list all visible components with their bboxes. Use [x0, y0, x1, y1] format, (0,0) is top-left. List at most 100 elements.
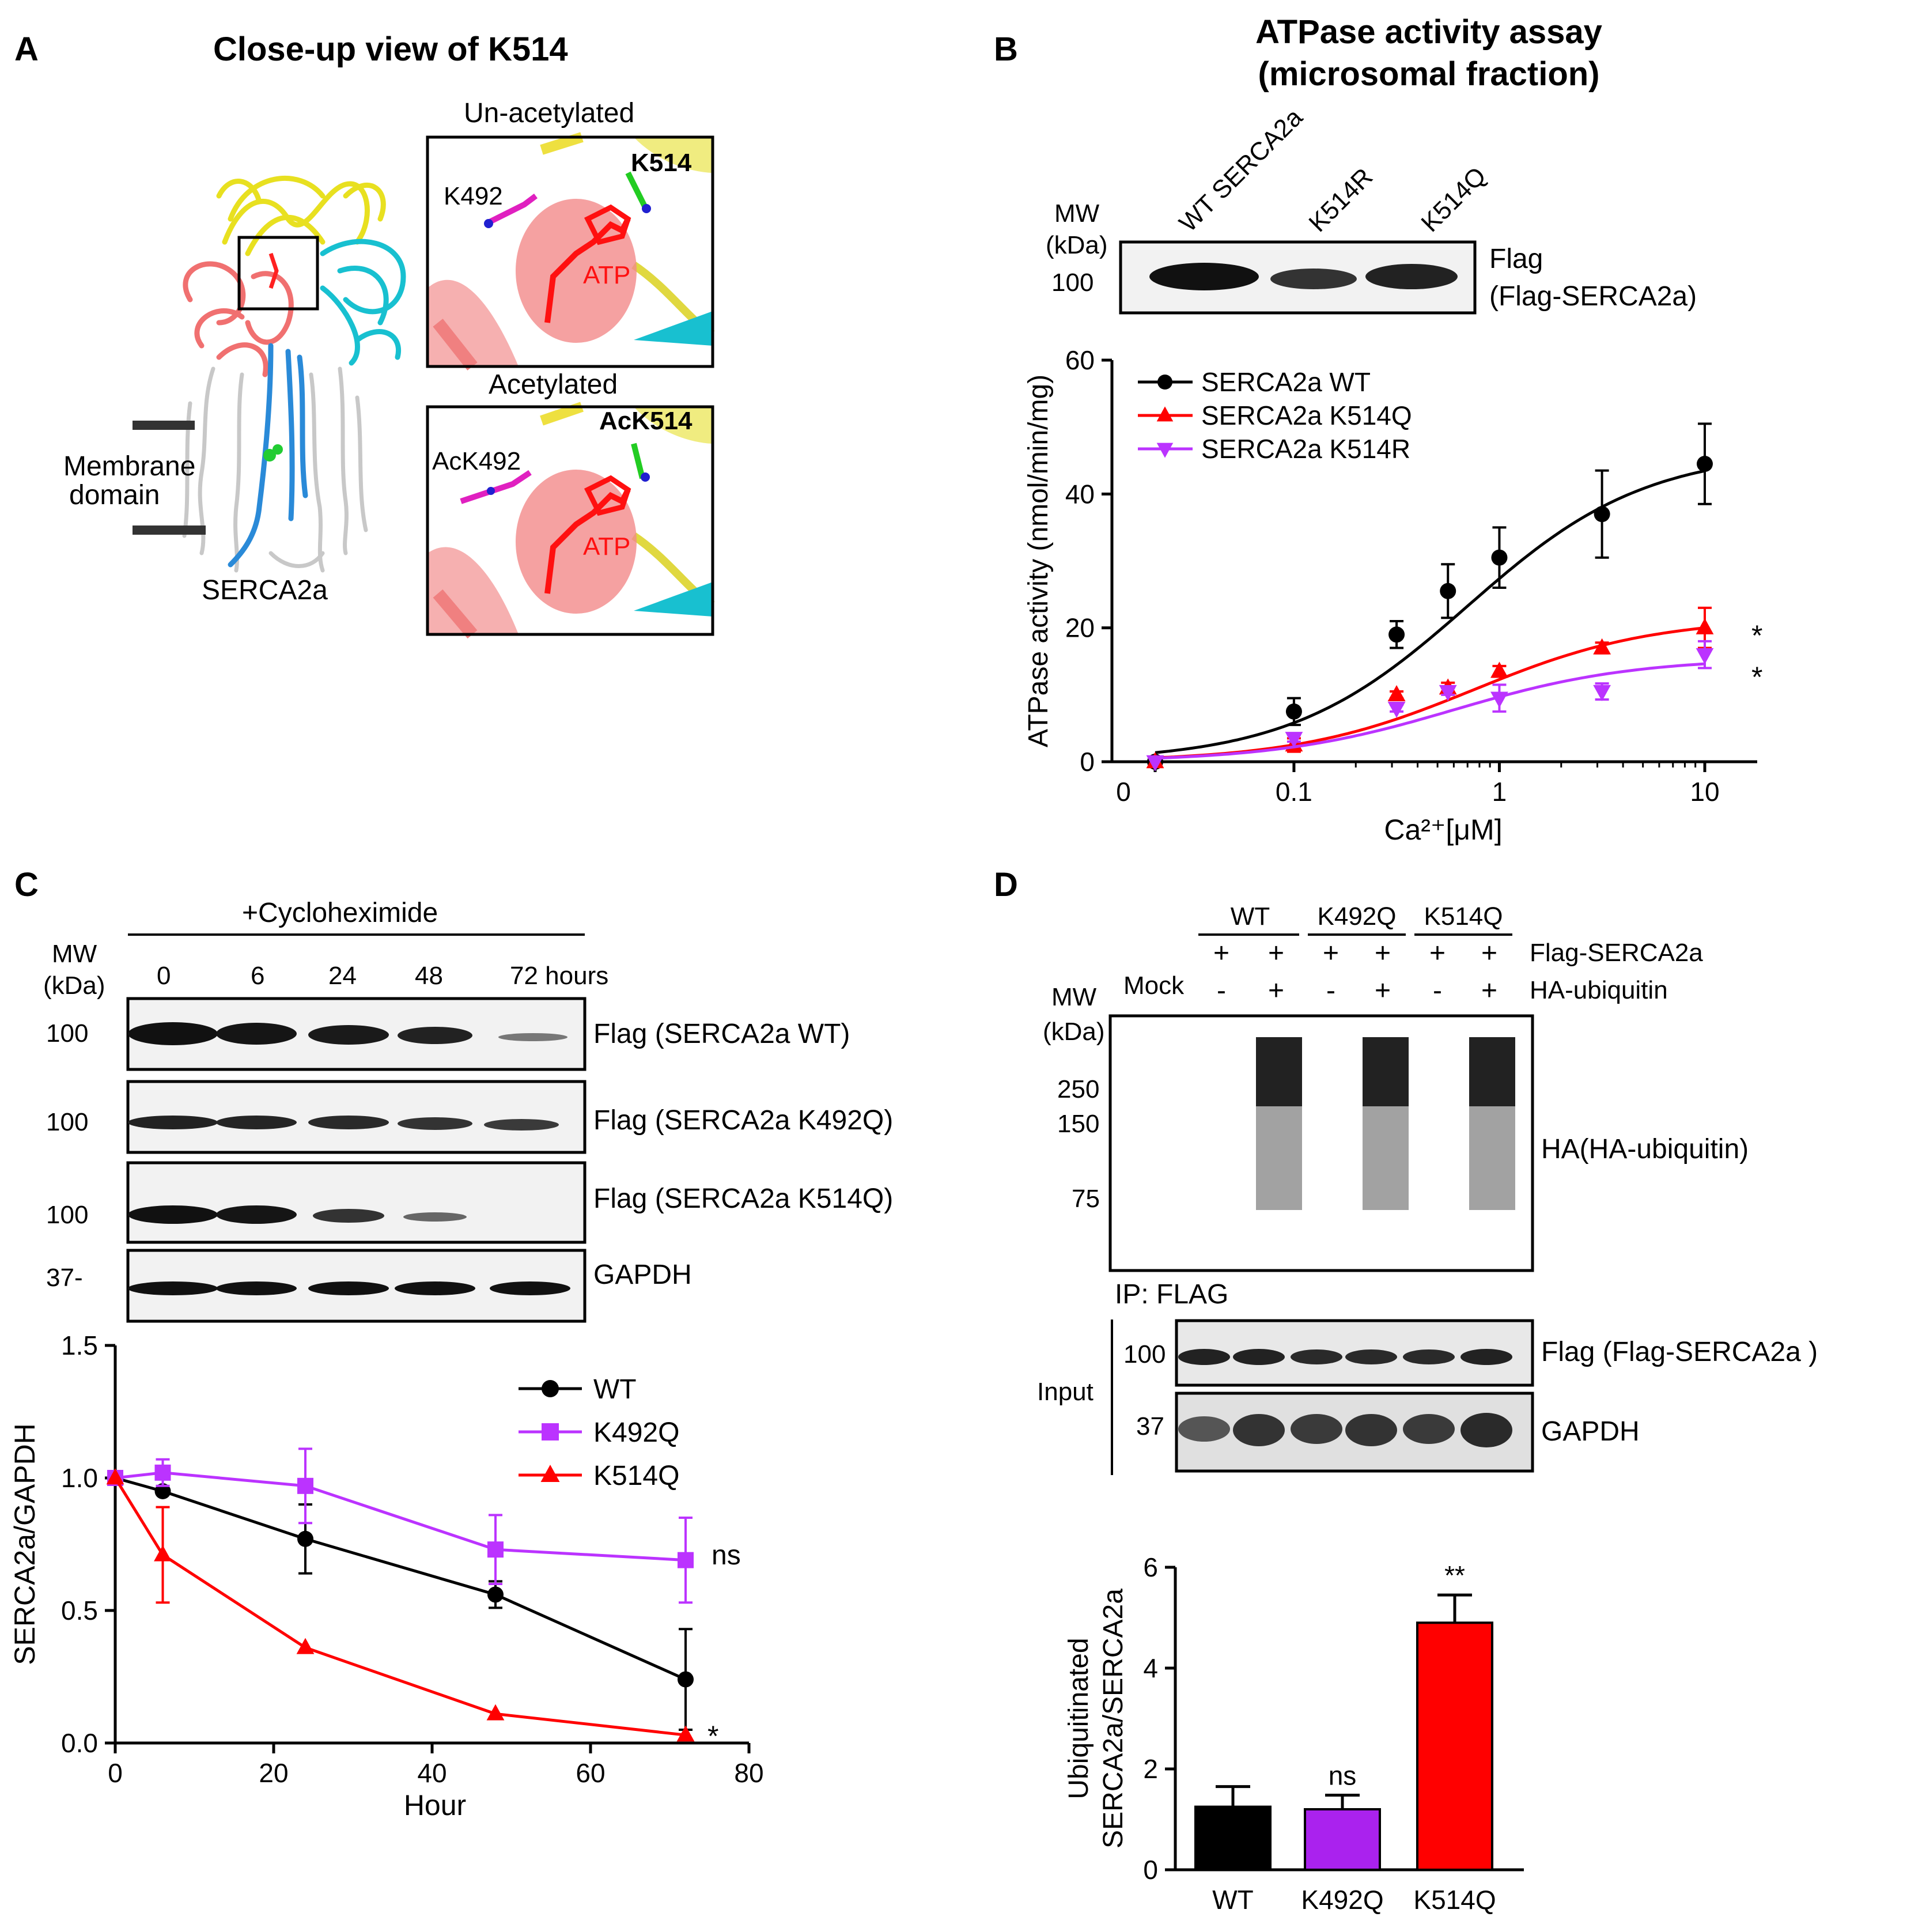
d-significance: ns: [1329, 1761, 1357, 1791]
c-blot2-label: Flag (SERCA2a K492Q): [593, 1105, 893, 1136]
d-row1-label: Flag-SERCA2a: [1530, 939, 1703, 967]
panel-c: C +Cycloheximide MW (kDa) 0 6 24 48 72 h…: [9, 866, 893, 1821]
d-x-tick-label: K492Q: [1301, 1885, 1383, 1915]
b-data-point: [1146, 755, 1164, 772]
panel-a: A Close-up view of K514: [14, 31, 715, 639]
membrane-bottom-bar: [133, 525, 206, 535]
d-error-bar: [1325, 1794, 1360, 1809]
c-time-6: 6: [251, 962, 264, 990]
b-significance-k514r: *: [1751, 661, 1762, 693]
d-group-k514q: K514Q: [1424, 902, 1503, 931]
d-y-tick-label: 4: [1143, 1653, 1158, 1683]
acetylated-title: Acetylated: [489, 369, 618, 400]
panel-d-letter: D: [994, 866, 1018, 903]
c-x-tick-label: 20: [259, 1758, 288, 1788]
d-y-tick-label: 0: [1143, 1855, 1158, 1885]
b-data-point: [1696, 648, 1714, 664]
d-ip-blot-image: [1108, 1014, 1534, 1272]
membrane-label-line2: domain: [69, 480, 160, 511]
d-row2-sign-3: -: [1326, 976, 1335, 1006]
c-x-tick-label: 60: [576, 1758, 605, 1788]
b-fit-curve-0: [1155, 469, 1705, 754]
c-mw-label: MW: [52, 940, 97, 968]
c-data-point: [487, 1541, 504, 1558]
d-bar: [1416, 1621, 1493, 1871]
c-y-tick-label: 0.5: [61, 1595, 98, 1625]
b-x-label: Ca²⁺[μM]: [1384, 814, 1502, 846]
d-row2-sign-1: -: [1217, 976, 1226, 1006]
ubiquitination-bar-chart: 0 2 4 6 Ubiquitinated SERCA2a/SERCA2a WT K492Q n…: [1064, 1552, 1524, 1915]
d-row2-sign-5: -: [1433, 976, 1442, 1006]
c-blot3-label: Flag (SERCA2a K514Q): [593, 1184, 893, 1214]
b-x-tick-label: 1: [1492, 777, 1507, 807]
d-row1-sign-1: +: [1213, 938, 1229, 969]
c-time-24: 24: [328, 962, 357, 990]
d-input-blot1-image: [1175, 1319, 1534, 1387]
d-ip-marker-75: 75: [1072, 1185, 1100, 1213]
b-mw-label: MW: [1054, 199, 1100, 228]
b-legend-label: SERCA2a K514Q: [1201, 400, 1412, 430]
c-significance-k514q: *: [707, 1720, 718, 1752]
serca2a-structure-image: [182, 176, 406, 573]
b-western-blot: [1119, 240, 1477, 315]
b-legend-marker: [1157, 375, 1172, 390]
panel-b-letter: B: [994, 31, 1018, 68]
d-bar: [1194, 1805, 1272, 1871]
c-x-tick-label: 0: [108, 1758, 123, 1788]
b-legend-marker: [1156, 406, 1174, 422]
b-fit-curve-2: [1155, 662, 1705, 760]
b-y-tick-label: 20: [1065, 613, 1095, 643]
b-data-point: [1594, 506, 1610, 523]
b-data-point: [1696, 456, 1713, 472]
d-x-tick-label: WT: [1212, 1885, 1254, 1915]
d-mock-label: Mock: [1123, 971, 1185, 1000]
d-row2-sign-2: +: [1268, 976, 1284, 1006]
b-data-point: [1387, 685, 1406, 702]
b-blot-label-flag: Flag: [1489, 244, 1543, 274]
c-blot2-mw: 100: [46, 1108, 88, 1136]
d-row1-sign-3: +: [1323, 938, 1339, 969]
b-data-point: [1490, 691, 1508, 708]
d-ip-marker-250: 250: [1057, 1075, 1099, 1103]
d-row1-sign-6: +: [1481, 938, 1497, 969]
c-y-label: SERCA2a/GAPDH: [9, 1423, 41, 1665]
c-blot3-mw: 100: [46, 1201, 88, 1229]
d-input-blot2-label: GAPDH: [1541, 1416, 1640, 1447]
d-y-label-line1: Ubiquitinated: [1064, 1638, 1094, 1799]
b-significance-k514q: *: [1751, 619, 1762, 652]
d-mw-label: MW: [1051, 983, 1097, 1011]
c-x-tick-label: 40: [417, 1758, 447, 1788]
b-legend-label: SERCA2a K514R: [1201, 434, 1410, 464]
d-input-label: Input: [1037, 1378, 1094, 1406]
bottom-res-ack492: AcK492: [432, 447, 521, 475]
top-ligand-atp: ATP: [583, 261, 630, 289]
c-data-point: [154, 1545, 172, 1562]
unacetylated-closeup-image: [426, 132, 715, 370]
c-time-72: 72 hours: [510, 962, 608, 990]
d-significance: **: [1444, 1560, 1465, 1590]
b-legend-marker: [1156, 443, 1174, 458]
d-ip-marker-150: 150: [1057, 1110, 1099, 1138]
panel-d: D WT K492Q K514Q + + + + + + Flag-SERCA2…: [994, 866, 1818, 1915]
c-blot4-label: GAPDH: [593, 1260, 692, 1290]
c-time-48: 48: [415, 962, 443, 990]
b-data-point: [1387, 701, 1406, 718]
b-lane-k514q: K514Q: [1416, 162, 1492, 238]
b-mw-100: 100: [1051, 269, 1094, 297]
c-data-point: [486, 1704, 505, 1721]
b-data-point: [1439, 685, 1457, 701]
panel-c-letter: C: [14, 866, 39, 903]
d-row2-sign-4: +: [1375, 976, 1391, 1006]
d-input-blot1-label: Flag (Flag-SERCA2a ): [1541, 1337, 1818, 1367]
c-blot1-image: [126, 997, 587, 1071]
d-x-tick-label: K514Q: [1413, 1885, 1496, 1915]
c-blot1-mw: 100: [46, 1019, 88, 1048]
d-input-marker-100: 100: [1123, 1340, 1166, 1368]
c-data-point: [297, 1530, 313, 1547]
d-error-bar: [1216, 1785, 1250, 1807]
d-bar: [1304, 1808, 1381, 1871]
bottom-ligand-atp: ATP: [583, 532, 630, 561]
panel-b-title-line2: (microsomal fraction): [1258, 55, 1600, 93]
c-y-tick-label: 1.0: [61, 1463, 98, 1493]
c-data-point: [678, 1671, 694, 1688]
